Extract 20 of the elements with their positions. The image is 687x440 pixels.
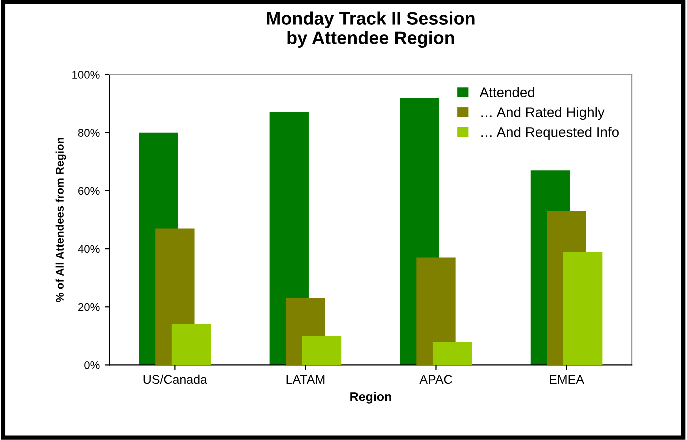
y-tick-label: 80% bbox=[78, 129, 100, 138]
x-tick-label: US/Canada bbox=[144, 374, 208, 384]
y-tick-label: 0% bbox=[84, 361, 100, 370]
bar bbox=[432, 342, 472, 366]
y-axis-title: % of All Attendees from Region bbox=[56, 138, 66, 302]
chart-title: Monday Track II Session by Attendee Region bbox=[267, 12, 475, 48]
y-tick-label: 60% bbox=[78, 187, 100, 196]
bar bbox=[172, 324, 212, 366]
bar bbox=[564, 252, 603, 366]
legend-label: … And Rated Highly bbox=[482, 107, 605, 120]
y-tick-label: 100% bbox=[72, 71, 100, 79]
y-tick-label: 40% bbox=[78, 245, 100, 254]
legend-label: … And Requested Info bbox=[482, 127, 619, 140]
x-axis-title: Region bbox=[350, 392, 392, 404]
x-tick-label: LATAM bbox=[286, 375, 325, 384]
y-tick-label: 20% bbox=[78, 303, 100, 312]
legend-label: Attended bbox=[480, 87, 534, 98]
bar bbox=[302, 336, 342, 366]
x-tick-label: APAC bbox=[420, 375, 452, 384]
x-tick-label: EMEA bbox=[550, 375, 584, 384]
